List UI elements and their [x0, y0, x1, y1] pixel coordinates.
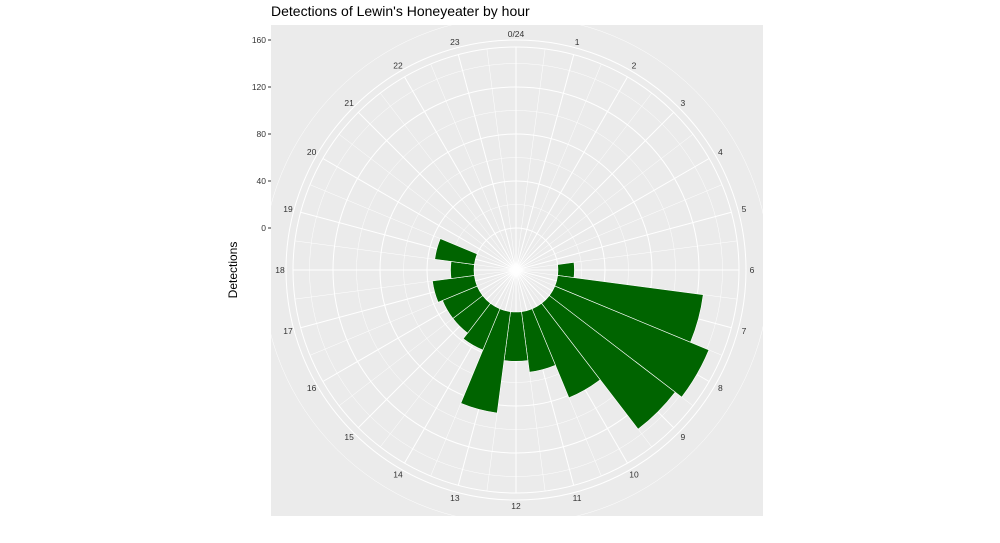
y-tick-label: 40 [257, 176, 267, 186]
minor-grid-spoke [338, 269, 517, 406]
minor-grid-spoke [380, 269, 517, 448]
hour-label: 20 [307, 147, 317, 157]
y-tick-label: 80 [257, 129, 267, 139]
hour-label: 23 [450, 37, 460, 47]
bar-hour-11 [521, 308, 556, 373]
minor-grid-spoke [380, 92, 517, 271]
major-grid-spoke [515, 76, 628, 271]
minor-grid-spoke [294, 240, 517, 271]
bar-hour-19 [434, 238, 478, 265]
hour-label: 15 [344, 432, 354, 442]
hour-label: 3 [681, 98, 686, 108]
hour-label: 4 [718, 147, 723, 157]
major-grid-spoke [457, 54, 517, 271]
minor-grid-spoke [515, 92, 652, 271]
hour-label: 12 [511, 501, 521, 511]
major-grid-spoke [515, 158, 710, 271]
minor-grid-spoke [515, 240, 738, 271]
major-grid-spoke [300, 211, 517, 271]
minor-grid-spoke [515, 134, 694, 271]
minor-grid-spoke [294, 269, 517, 300]
hour-label: 0/24 [508, 29, 525, 39]
major-grid-spoke [404, 76, 517, 271]
minor-grid-spoke [486, 48, 517, 271]
bar-hour-8 [548, 285, 710, 398]
hour-label: 7 [742, 326, 747, 336]
hour-label: 2 [632, 61, 637, 71]
hour-label: 22 [393, 61, 403, 71]
major-grid-circle [285, 39, 747, 501]
hour-label: 19 [283, 204, 293, 214]
hour-label: 13 [450, 493, 460, 503]
minor-grid-spoke [338, 134, 517, 271]
chart-title: Detections of Lewin's Honeyeater by hour [271, 3, 530, 19]
bar-hour-13 [460, 308, 511, 414]
hour-label: 8 [718, 383, 723, 393]
hour-label: 6 [750, 265, 755, 275]
minor-grid-spoke [515, 184, 723, 271]
minor-grid-circle [262, 16, 770, 524]
hour-label: 18 [275, 265, 285, 275]
bar-hour-14 [462, 302, 501, 351]
major-grid-spoke [300, 269, 517, 329]
major-grid-spoke [357, 269, 517, 429]
major-grid-spoke [515, 111, 675, 271]
bar-hour-9 [541, 295, 676, 430]
bar-hour-6 [557, 262, 575, 278]
major-grid-spoke [404, 269, 517, 464]
hour-label: 10 [629, 469, 639, 479]
major-grid-spoke [515, 211, 732, 271]
minor-grid-spoke [515, 63, 602, 271]
minor-grid-spoke [309, 184, 517, 271]
hour-label: 9 [681, 432, 686, 442]
hour-label: 17 [283, 326, 293, 336]
hour-label: 14 [393, 469, 403, 479]
bar-hour-10 [531, 302, 601, 399]
minor-grid-spoke [515, 269, 546, 492]
y-tick-label: 160 [252, 35, 266, 45]
major-grid-spoke [322, 158, 517, 271]
minor-grid-spoke [309, 269, 517, 356]
y-tick-label: 120 [252, 82, 266, 92]
y-axis-ticks: 0 40 80 120 160 [252, 35, 271, 233]
minor-grid-spoke [515, 48, 546, 271]
hour-label: 1 [575, 37, 580, 47]
minor-grid-spoke [430, 63, 517, 271]
major-grid-spoke [515, 54, 575, 271]
hour-label-layer: 0/24123456789101112131415161718192021222… [275, 29, 754, 511]
bar-hour-17 [432, 275, 478, 303]
hour-label: 21 [344, 98, 354, 108]
hour-label: 11 [573, 493, 582, 503]
bar-layer [432, 238, 710, 430]
major-grid-spoke [322, 269, 517, 382]
major-grid-spoke [357, 111, 517, 271]
hour-label: 5 [742, 204, 747, 214]
major-grid-spoke [515, 269, 575, 486]
hour-label: 16 [307, 383, 317, 393]
y-tick-label: 0 [261, 223, 266, 233]
